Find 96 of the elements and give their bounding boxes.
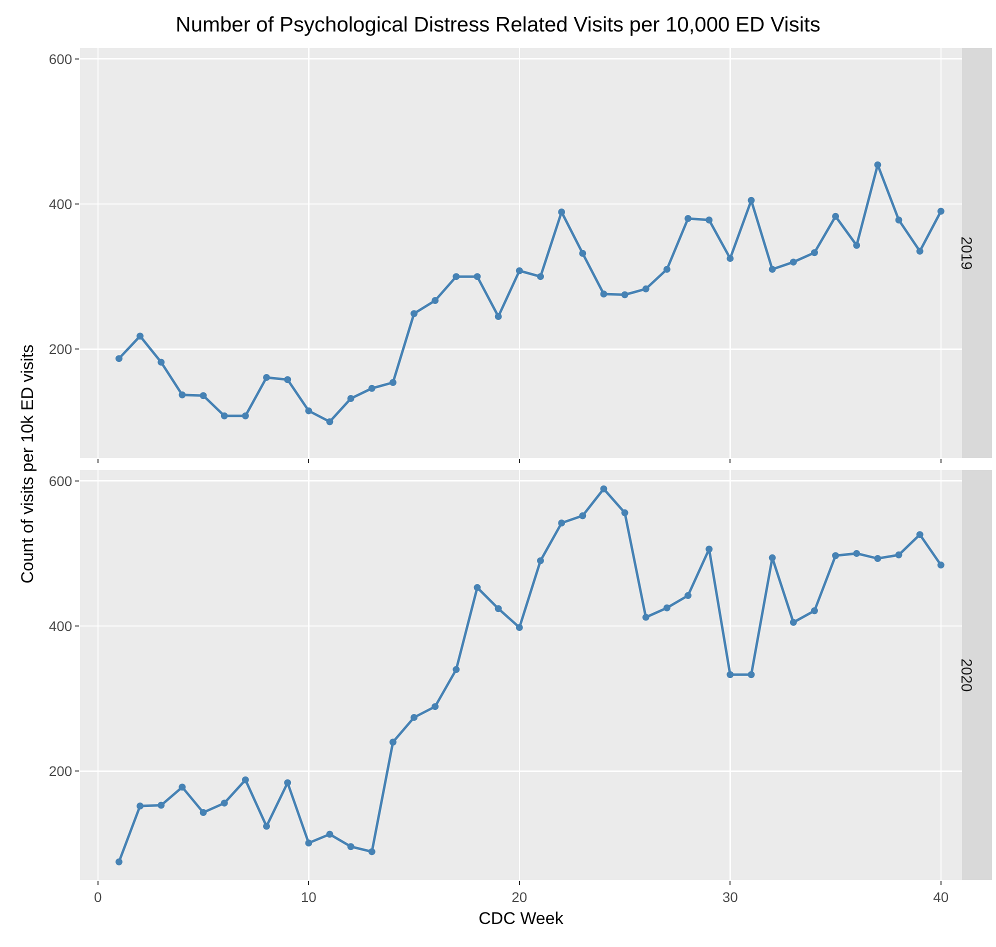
point <box>706 216 713 224</box>
point <box>474 273 481 280</box>
point <box>600 290 608 298</box>
point <box>810 607 818 614</box>
point <box>474 584 481 592</box>
point <box>937 208 944 215</box>
point <box>305 407 312 414</box>
chart-title: Number of Psychological Distress Related Visits per 10,000 ED Visits <box>176 13 820 36</box>
point <box>284 376 292 384</box>
point <box>494 605 502 612</box>
point <box>242 412 249 420</box>
point <box>579 250 586 257</box>
point <box>178 391 186 398</box>
y-tick-label: 200 <box>48 763 72 780</box>
point <box>305 839 312 846</box>
point <box>621 291 628 298</box>
point <box>432 703 439 710</box>
point <box>284 779 292 786</box>
point <box>558 208 566 216</box>
point <box>158 802 165 809</box>
point <box>326 830 334 838</box>
point <box>452 666 460 674</box>
point <box>200 809 207 816</box>
point <box>368 384 376 392</box>
point <box>748 196 755 204</box>
point <box>916 248 924 255</box>
point <box>410 714 418 721</box>
point <box>621 509 628 516</box>
point <box>516 624 523 631</box>
point <box>684 592 692 600</box>
point <box>790 258 797 266</box>
point <box>600 485 608 492</box>
point <box>768 554 776 562</box>
point <box>874 555 882 562</box>
point <box>220 412 228 420</box>
point <box>937 562 944 569</box>
y-axis-title: Count of visits per 10k ED visits <box>18 344 38 584</box>
point <box>410 310 418 318</box>
y-tick-label: 400 <box>48 618 72 634</box>
point <box>895 216 902 224</box>
point <box>790 618 797 626</box>
y-tick-label: 400 <box>48 196 72 212</box>
annotation: 2019 <box>957 236 974 270</box>
point <box>347 843 354 850</box>
point <box>263 374 270 381</box>
x-axis-title: CDC Week <box>478 909 564 928</box>
point <box>115 355 122 362</box>
y-tick-label: 600 <box>48 472 72 489</box>
point <box>389 379 396 386</box>
x-tick-label: 40 <box>933 888 949 905</box>
point <box>158 358 165 366</box>
point <box>558 519 566 526</box>
point <box>726 254 734 262</box>
point <box>706 546 713 553</box>
x-tick-label: 10 <box>300 888 317 905</box>
point <box>642 285 650 292</box>
point <box>832 212 840 220</box>
point <box>494 313 502 320</box>
point <box>242 776 249 784</box>
point <box>347 395 354 402</box>
x-tick-label: 0 <box>94 888 102 905</box>
point <box>432 297 439 304</box>
point <box>684 215 692 222</box>
point <box>853 550 860 557</box>
point <box>389 738 396 746</box>
point <box>368 848 376 856</box>
point <box>853 242 860 249</box>
point <box>810 249 818 256</box>
x-tick-label: 30 <box>722 888 738 905</box>
point <box>663 266 670 273</box>
point <box>916 531 924 538</box>
point <box>452 273 460 280</box>
annotation: 2020 <box>957 658 974 692</box>
point <box>536 557 544 564</box>
y-tick-label: 600 <box>48 50 72 67</box>
point <box>263 822 270 830</box>
point <box>748 671 755 678</box>
y-tick-label: 200 <box>48 341 72 358</box>
point <box>579 512 586 520</box>
point <box>663 604 670 612</box>
point <box>642 614 650 621</box>
point <box>516 267 523 274</box>
point <box>220 800 228 807</box>
x-tick-label: 20 <box>512 888 528 905</box>
point <box>874 161 882 168</box>
point <box>895 551 902 558</box>
point <box>326 418 334 426</box>
point <box>536 273 544 280</box>
point <box>136 802 144 810</box>
point <box>726 671 734 678</box>
point <box>832 552 840 560</box>
point <box>115 858 122 866</box>
point <box>136 332 144 340</box>
point <box>178 784 186 791</box>
point <box>768 266 776 273</box>
point <box>200 392 207 400</box>
